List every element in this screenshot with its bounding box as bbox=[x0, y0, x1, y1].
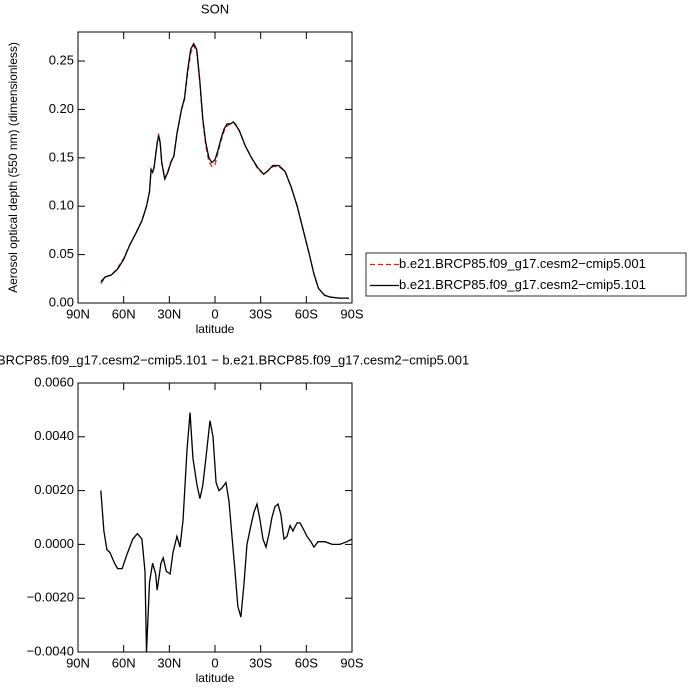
y-axis-label: Aerosol optical depth (550 nm) (dimensio… bbox=[6, 42, 20, 293]
y-tick-label: −0.0040 bbox=[27, 643, 74, 658]
legend-box bbox=[365, 252, 687, 297]
x-tick-label: 30S bbox=[249, 655, 272, 670]
y-tick-label: 0.20 bbox=[49, 101, 74, 116]
chart-title: SON bbox=[201, 1, 229, 16]
y-tick-label: −0.0020 bbox=[27, 590, 74, 605]
plot-frame bbox=[77, 382, 353, 653]
y-tick-label: 0.25 bbox=[49, 52, 74, 67]
x-tick-label: 60N bbox=[112, 306, 136, 321]
y-tick-label: 0.05 bbox=[49, 246, 74, 261]
x-axis-label: latitude bbox=[196, 322, 235, 336]
y-tick-label: 0.15 bbox=[49, 149, 74, 164]
x-tick-label: 30N bbox=[157, 306, 181, 321]
x-axis-label: latitude bbox=[196, 671, 235, 685]
legend-label: b.e21.BRCP85.f09_g17.cesm2−cmip5.101 bbox=[399, 277, 646, 292]
y-tick-label: 0.00 bbox=[49, 294, 74, 309]
y-tick-label: 0.0040 bbox=[34, 428, 74, 443]
x-tick-label: 30S bbox=[249, 306, 272, 321]
y-tick-label: 0.0060 bbox=[34, 374, 74, 389]
y-tick-label: 0.0020 bbox=[34, 482, 74, 497]
x-tick-label: 60N bbox=[112, 655, 136, 670]
data-line bbox=[100, 43, 349, 299]
legend-label: b.e21.BRCP85.f09_g17.cesm2−cmip5.001 bbox=[399, 256, 646, 271]
chart-title: b.e21.BRCP85.f09_g17.cesm2−cmip5.101 − b… bbox=[0, 352, 469, 367]
x-tick-label: 30N bbox=[157, 655, 181, 670]
x-tick-label: 60S bbox=[295, 655, 318, 670]
y-tick-label: 0.10 bbox=[49, 198, 74, 213]
x-tick-label: 90N bbox=[66, 655, 90, 670]
data-line bbox=[100, 412, 353, 653]
data-line bbox=[100, 42, 349, 299]
x-tick-label: 0 bbox=[211, 655, 218, 670]
y-tick-label: 0.0000 bbox=[34, 536, 74, 551]
x-tick-label: 90S bbox=[340, 306, 363, 321]
x-tick-label: 90N bbox=[66, 306, 90, 321]
x-tick-label: 60S bbox=[295, 306, 318, 321]
x-tick-label: 90S bbox=[340, 655, 363, 670]
x-tick-label: 0 bbox=[211, 306, 218, 321]
